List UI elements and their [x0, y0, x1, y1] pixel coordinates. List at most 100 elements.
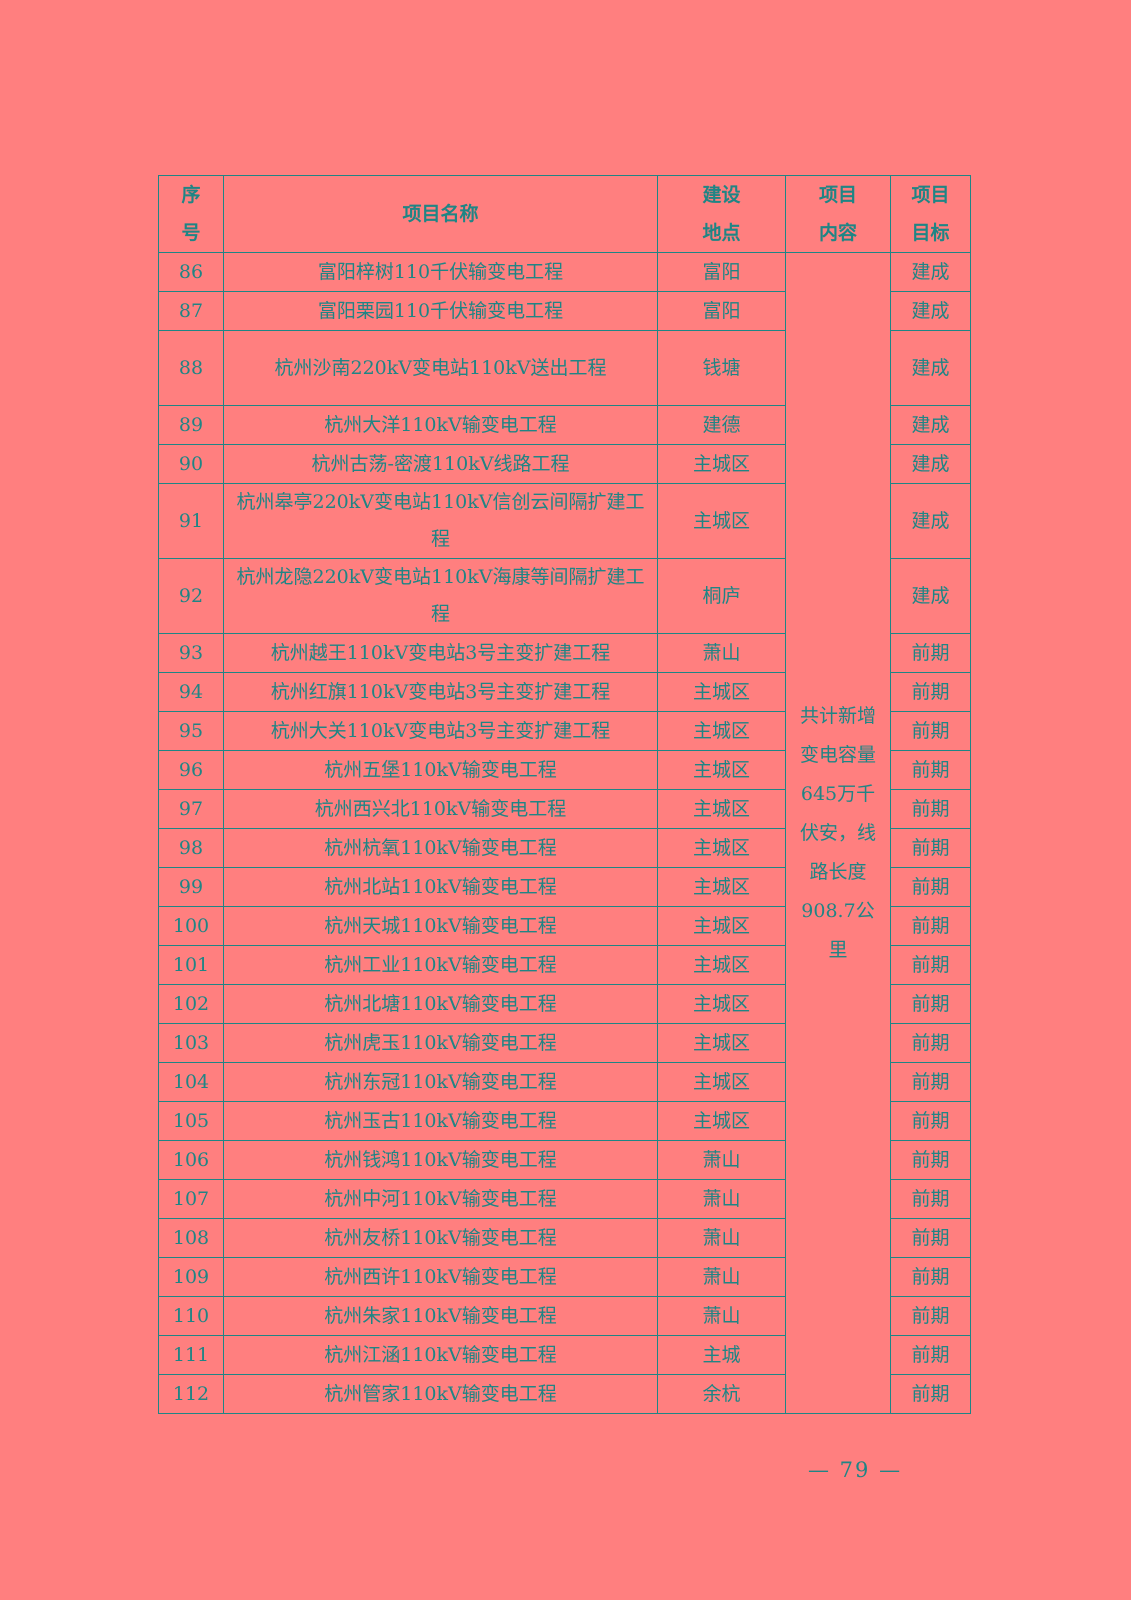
project-location: 主城区: [657, 828, 786, 868]
project-target: 前期: [890, 1179, 971, 1219]
project-location: 主城区: [657, 984, 786, 1024]
table-row: 97 杭州西兴北110kV输变电工程 主城区 前期: [158, 789, 971, 829]
row-number: 108: [158, 1218, 224, 1258]
table-row: 90 杭州古荡-密渡110kV线路工程 主城区 建成: [158, 444, 971, 484]
project-table: 序 号 项目名称 建设 地点 项目 内容 项目 目标 86 富阳梓树110千伏输变…: [158, 175, 971, 1414]
row-number: 109: [158, 1257, 224, 1297]
project-target: 前期: [890, 633, 971, 673]
row-number: 105: [158, 1101, 224, 1141]
project-target: 前期: [890, 750, 971, 790]
project-name: 杭州友桥110kV输变电工程: [223, 1218, 658, 1258]
project-name: 杭州红旗110kV变电站3号主变扩建工程: [223, 672, 658, 712]
project-location: 桐庐: [657, 558, 786, 634]
table-row: 99 杭州北站110kV输变电工程 主城区 前期: [158, 867, 971, 907]
project-location: 主城区: [657, 1023, 786, 1063]
project-name: 杭州西许110kV输变电工程: [223, 1257, 658, 1297]
project-location: 富阳: [657, 291, 786, 331]
row-number: 92: [158, 558, 224, 634]
row-number: 103: [158, 1023, 224, 1063]
project-name: 杭州钱鸿110kV输变电工程: [223, 1140, 658, 1180]
project-name: 杭州大关110kV变电站3号主变扩建工程: [223, 711, 658, 751]
row-number: 112: [158, 1374, 224, 1414]
table-row: 103 杭州虎玉110kV输变电工程 主城区 前期: [158, 1023, 971, 1063]
table-row: 104 杭州东冠110kV输变电工程 主城区 前期: [158, 1062, 971, 1102]
row-number: 106: [158, 1140, 224, 1180]
project-target: 前期: [890, 672, 971, 712]
row-number: 91: [158, 483, 224, 559]
table-header: 序 号 项目名称 建设 地点 项目 内容 项目 目标: [158, 175, 971, 253]
project-target: 建成: [890, 291, 971, 331]
table-row: 110 杭州朱家110kV输变电工程 萧山 前期: [158, 1296, 971, 1336]
project-location: 萧山: [657, 1296, 786, 1336]
project-location: 主城区: [657, 789, 786, 829]
table-row: 93 杭州越王110kV变电站3号主变扩建工程 萧山 前期: [158, 633, 971, 673]
project-target: 前期: [890, 828, 971, 868]
table-row: 98 杭州杭氧110kV输变电工程 主城区 前期: [158, 828, 971, 868]
row-number: 97: [158, 789, 224, 829]
project-name: 杭州北塘110kV输变电工程: [223, 984, 658, 1024]
table-row: 88 杭州沙南220kV变电站110kV送出工程 钱塘 建成: [158, 330, 971, 406]
table-row: 94 杭州红旗110kV变电站3号主变扩建工程 主城区 前期: [158, 672, 971, 712]
project-location: 主城区: [657, 483, 786, 559]
table-row: 95 杭州大关110kV变电站3号主变扩建工程 主城区 前期: [158, 711, 971, 751]
table-row: 96 杭州五堡110kV输变电工程 主城区 前期: [158, 750, 971, 790]
project-name: 杭州龙隐220kV变电站110kV海康等间隔扩建工程: [223, 558, 658, 634]
project-location: 主城: [657, 1335, 786, 1375]
row-number: 95: [158, 711, 224, 751]
project-location: 萧山: [657, 633, 786, 673]
project-name: 杭州古荡-密渡110kV线路工程: [223, 444, 658, 484]
project-location: 主城区: [657, 867, 786, 907]
row-number: 100: [158, 906, 224, 946]
row-number: 96: [158, 750, 224, 790]
row-number: 110: [158, 1296, 224, 1336]
project-location: 主城区: [657, 672, 786, 712]
table-row: 109 杭州西许110kV输变电工程 萧山 前期: [158, 1257, 971, 1297]
project-name: 杭州虎玉110kV输变电工程: [223, 1023, 658, 1063]
table-row: 112 杭州管家110kV输变电工程 余杭 前期: [158, 1374, 971, 1414]
project-target: 前期: [890, 1023, 971, 1063]
project-target: 前期: [890, 711, 971, 751]
project-target: 建成: [890, 330, 971, 406]
project-name: 杭州沙南220kV变电站110kV送出工程: [223, 330, 658, 406]
table-row: 108 杭州友桥110kV输变电工程 萧山 前期: [158, 1218, 971, 1258]
project-location: 主城区: [657, 945, 786, 985]
project-name: 杭州五堡110kV输变电工程: [223, 750, 658, 790]
project-location: 余杭: [657, 1374, 786, 1414]
table-row: 105 杭州玉古110kV输变电工程 主城区 前期: [158, 1101, 971, 1141]
project-target: 前期: [890, 1062, 971, 1102]
project-target: 前期: [890, 945, 971, 985]
project-location: 萧山: [657, 1218, 786, 1258]
project-name: 杭州工业110kV输变电工程: [223, 945, 658, 985]
project-target: 前期: [890, 984, 971, 1024]
project-location: 富阳: [657, 252, 786, 292]
project-location: 萧山: [657, 1140, 786, 1180]
project-location: 主城区: [657, 1062, 786, 1102]
table-row: 111 杭州江涵110kV输变电工程 主城 前期: [158, 1335, 971, 1375]
table-row: 92 杭州龙隐220kV变电站110kV海康等间隔扩建工程 桐庐 建成: [158, 558, 971, 634]
header-content: 项目 内容: [785, 175, 891, 253]
project-location: 主城区: [657, 444, 786, 484]
project-name: 杭州江涵110kV输变电工程: [223, 1335, 658, 1375]
row-number: 88: [158, 330, 224, 406]
table-row: 106 杭州钱鸿110kV输变电工程 萧山 前期: [158, 1140, 971, 1180]
project-name: 杭州中河110kV输变电工程: [223, 1179, 658, 1219]
row-number: 90: [158, 444, 224, 484]
header-no: 序 号: [158, 175, 224, 253]
row-number: 89: [158, 405, 224, 445]
row-number: 107: [158, 1179, 224, 1219]
table-row: 91 杭州皋亭220kV变电站110kV信创云间隔扩建工程 主城区 建成: [158, 483, 971, 559]
project-target: 前期: [890, 867, 971, 907]
project-name: 杭州皋亭220kV变电站110kV信创云间隔扩建工程: [223, 483, 658, 559]
row-number: 93: [158, 633, 224, 673]
project-target: 前期: [890, 906, 971, 946]
project-name: 杭州杭氧110kV输变电工程: [223, 828, 658, 868]
project-target: 前期: [890, 1335, 971, 1375]
row-number: 111: [158, 1335, 224, 1375]
project-target: 前期: [890, 1101, 971, 1141]
project-target: 建成: [890, 252, 971, 292]
project-location: 主城区: [657, 711, 786, 751]
project-name: 杭州北站110kV输变电工程: [223, 867, 658, 907]
table-row: 102 杭州北塘110kV输变电工程 主城区 前期: [158, 984, 971, 1024]
project-target: 建成: [890, 558, 971, 634]
project-name: 杭州玉古110kV输变电工程: [223, 1101, 658, 1141]
